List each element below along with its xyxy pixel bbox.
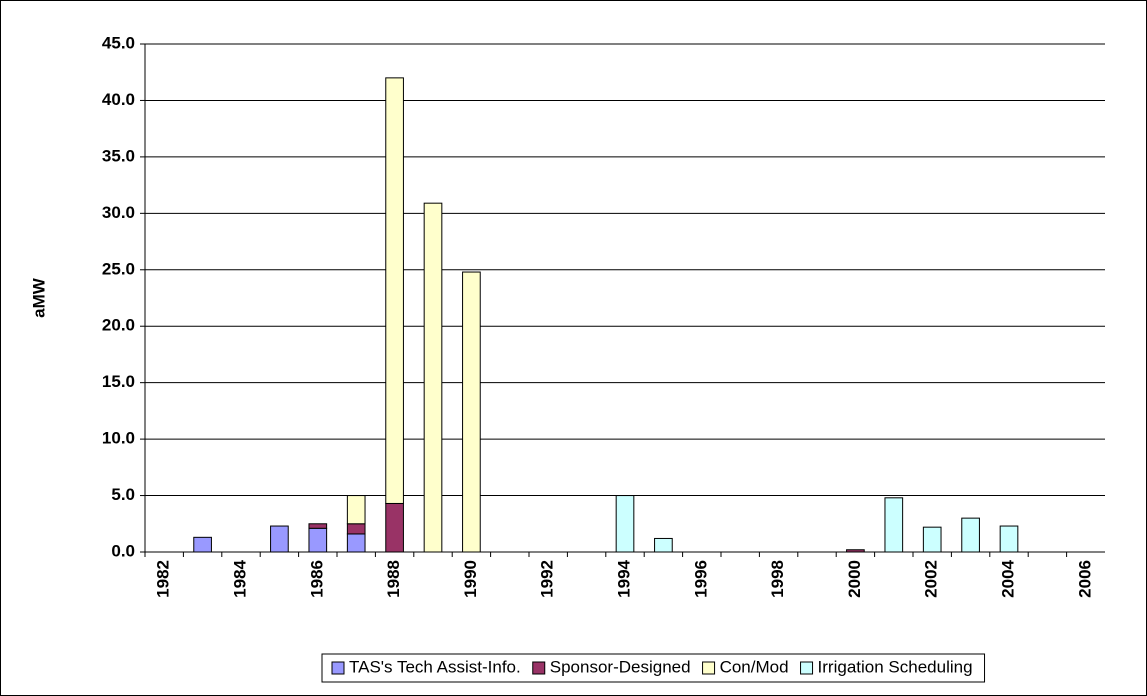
bar-segment: [308, 523, 328, 529]
bar-segment: [308, 527, 328, 553]
bar-segment: [615, 495, 635, 553]
x-tick-label: 1998: [768, 560, 787, 598]
y-tick-label: 40.0: [102, 90, 135, 109]
y-tick-label: 35.0: [102, 146, 135, 165]
y-tick-label: 5.0: [111, 485, 135, 504]
y-tick-label: 20.0: [102, 316, 135, 335]
legend-label: Con/Mod: [720, 657, 789, 676]
x-tick-label: 1982: [154, 560, 173, 598]
bar-segment: [193, 536, 212, 553]
legend-swatch: [702, 661, 716, 675]
bar-segment: [346, 523, 366, 535]
y-tick-label: 10.0: [102, 429, 135, 448]
bar-segment: [961, 517, 980, 553]
legend-swatch: [331, 661, 345, 675]
legend-label: Sponsor-Designed: [550, 657, 691, 676]
legend: TAS's Tech Assist-Info. Sponsor-Designed C…: [321, 653, 986, 683]
bar-segment: [346, 495, 366, 525]
legend-box: [321, 653, 986, 683]
y-tick-label: 0.0: [111, 541, 135, 560]
x-tick-label: 1984: [230, 559, 249, 597]
y-tick-label: 15.0: [102, 372, 135, 391]
x-tick-label: 2006: [1075, 560, 1094, 598]
x-tick-label: 2000: [845, 560, 864, 598]
legend-swatch: [532, 661, 546, 675]
bar-segment: [654, 537, 673, 553]
y-tick-label: 45.0: [102, 33, 135, 52]
legend-swatch: [800, 661, 814, 675]
x-tick-label: 1994: [614, 559, 633, 597]
y-tick-label: 30.0: [102, 203, 135, 222]
bar-segment: [423, 202, 443, 553]
bar-segment: [270, 525, 289, 553]
x-tick-label: 1990: [461, 560, 480, 598]
x-tick-label: 2004: [998, 559, 1017, 597]
bar-segment: [385, 502, 404, 553]
legend-label: TAS's Tech Assist-Info.: [349, 657, 521, 676]
x-tick-label: 1992: [538, 560, 557, 598]
x-tick-label: 1988: [384, 560, 403, 598]
bar-segment: [385, 77, 404, 504]
x-tick-label: 2002: [922, 560, 941, 598]
bar-segment: [462, 271, 481, 553]
bar-segment: [922, 526, 942, 553]
y-tick-label: 25.0: [102, 259, 135, 278]
x-tick-label: 1986: [307, 560, 326, 598]
x-tick-label: 1996: [691, 560, 710, 598]
bar-segment: [884, 497, 904, 553]
legend-label: Irrigation Scheduling: [818, 657, 973, 676]
bar-segment: [999, 525, 1019, 553]
bar-segment: [346, 533, 366, 553]
y-axis-label: aMW: [29, 277, 48, 318]
